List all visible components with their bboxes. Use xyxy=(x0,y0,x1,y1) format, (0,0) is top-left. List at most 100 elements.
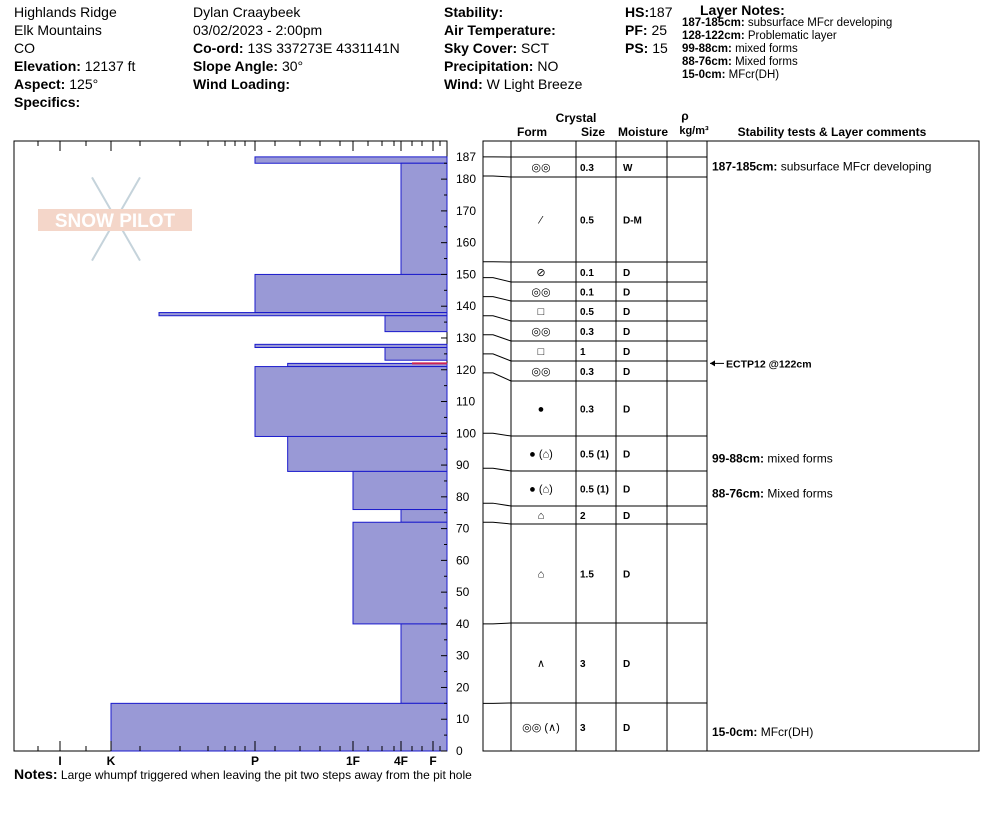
layer-notes: Layer Notes: 187-185cm: subsurface MFcr … xyxy=(682,3,893,82)
hardness-tick-label: 4F xyxy=(394,754,408,768)
hardness-bar xyxy=(384,315,448,333)
hardness-bar xyxy=(254,273,448,314)
layer-moisture: D-M xyxy=(623,216,642,227)
sky-cover: Sky Cover: SCT xyxy=(444,39,582,57)
hardness-bar xyxy=(400,162,448,275)
layer-comment-range: 88-76cm: xyxy=(712,487,764,501)
layer-form: ◎◎ xyxy=(531,326,550,338)
observer: Dylan Craaybeek xyxy=(193,4,301,20)
location: Highlands Ridge xyxy=(14,4,117,20)
hs: HS:187 xyxy=(625,3,672,21)
hardness-bar xyxy=(400,623,448,704)
sky-label: Sky Cover: xyxy=(444,40,518,56)
layer-connector xyxy=(483,277,512,283)
depth-tick-label: 20 xyxy=(456,680,470,694)
hardness-bar xyxy=(110,702,448,752)
wind-loading: Wind Loading: xyxy=(193,75,400,93)
header-rho: ρ xyxy=(681,109,688,123)
layer-moisture: D xyxy=(623,405,630,416)
wind-value: W Light Breeze xyxy=(486,76,583,92)
layer-note-item: 99-88cm: mixed forms xyxy=(682,43,892,56)
layer-connector xyxy=(483,467,512,472)
layer-note-item: 15-0cm: MFcr(DH) xyxy=(682,69,892,82)
layer-moisture: D xyxy=(623,268,630,279)
logo-snowflake-arm xyxy=(91,218,117,262)
layer-form: ◎◎ xyxy=(531,287,550,299)
layer-form: □ xyxy=(538,346,545,358)
wind: Wind: W Light Breeze xyxy=(444,75,582,93)
depth-tick-label: 0 xyxy=(456,744,463,758)
layer-note-range: 99-88cm: xyxy=(682,43,732,55)
hardness-bar xyxy=(158,312,448,317)
layer-connector xyxy=(483,521,512,525)
stability: Stability: xyxy=(444,3,582,21)
air-temp-label: Air Temperature: xyxy=(444,22,556,38)
header-density-unit: kg/m³ xyxy=(679,125,709,137)
wind-loading-label: Wind Loading: xyxy=(193,76,291,92)
hs-label: HS: xyxy=(625,4,650,20)
layer-connector xyxy=(483,372,512,382)
coord-value: 13S 337273E 4331141N xyxy=(247,40,400,56)
layer-note-range: 128-122cm: xyxy=(682,30,745,42)
pf: PF: 25 xyxy=(625,21,672,39)
depth-tick-label: 40 xyxy=(456,617,470,631)
layer-form: ⌂ xyxy=(538,510,545,522)
air-temperature: Air Temperature: xyxy=(444,21,582,39)
depth-tick-label: 180 xyxy=(456,172,476,186)
layer-size: 3 xyxy=(580,659,586,670)
layer-note-item: 88-76cm: Mixed forms xyxy=(682,56,892,69)
layer-moisture: D xyxy=(623,327,630,338)
layer-size: 2 xyxy=(580,511,586,522)
stability-test-label: ECTP12 @122cm xyxy=(726,358,812,370)
layer-notes-title: Layer Notes: xyxy=(700,2,785,18)
layer-connector xyxy=(483,315,512,322)
layer-size: 1.5 xyxy=(580,570,594,581)
depth-tick-label: 80 xyxy=(456,490,470,504)
layer-size: 0.5 xyxy=(580,307,594,318)
layer-comment-text: Mixed forms xyxy=(764,487,833,501)
header-form: Form xyxy=(517,125,547,139)
layer-size: 0.1 xyxy=(580,288,594,299)
hardness-bar xyxy=(254,343,448,349)
specifics: Specifics: xyxy=(14,93,135,111)
depth-tick-label: 60 xyxy=(456,553,470,567)
depth-tick-label: 170 xyxy=(456,204,476,218)
depth-tick-label: 70 xyxy=(456,522,470,536)
layer-moisture: D xyxy=(623,288,630,299)
layer-note-text: mixed forms xyxy=(731,43,798,55)
depth-tick-label: 160 xyxy=(456,236,476,250)
slope-label: Slope Angle: xyxy=(193,58,279,74)
layer-connector xyxy=(483,175,512,178)
layer-size: 3 xyxy=(580,723,586,734)
layer-connector xyxy=(483,622,512,625)
layer-form: ◎◎ (∧) xyxy=(522,722,560,734)
layer-comment: 187-185cm: subsurface MFcr developing xyxy=(712,159,931,173)
stability-test-arrowhead xyxy=(710,360,715,367)
layer-note-text: subsurface MFcr developing xyxy=(744,17,893,29)
layer-moisture: D xyxy=(623,485,630,496)
precip-label: Precipitation: xyxy=(444,58,534,74)
pf-value: 25 xyxy=(651,22,668,38)
elevation: Elevation: 12137 ft xyxy=(14,57,135,75)
layer-connector xyxy=(483,502,512,507)
layer-comment: 99-88cm: mixed forms xyxy=(712,452,833,466)
coord-label: Co-ord: xyxy=(193,40,244,56)
pf-label: PF: xyxy=(625,22,648,38)
slope-value: 30° xyxy=(281,58,304,74)
layer-moisture: D xyxy=(623,511,630,522)
layer-size: 0.3 xyxy=(580,327,594,338)
layer-form: ⊘ xyxy=(536,267,545,279)
depth-tick-label: 90 xyxy=(456,458,470,472)
depth-tick-label: 30 xyxy=(456,649,470,663)
hardness-bar xyxy=(352,470,448,511)
depth-tick-label: 10 xyxy=(456,712,470,726)
wind-label: Wind: xyxy=(444,76,483,92)
aspect-label: Aspect: xyxy=(14,76,66,92)
hardness-bar xyxy=(287,435,448,472)
layer-comment-range: 99-88cm: xyxy=(712,452,764,466)
depth-tick-label: 187 xyxy=(456,150,476,164)
layer-moisture: W xyxy=(623,163,633,174)
hardness-bar xyxy=(254,156,448,164)
layer-note-item: 128-122cm: Problematic layer xyxy=(682,30,892,43)
